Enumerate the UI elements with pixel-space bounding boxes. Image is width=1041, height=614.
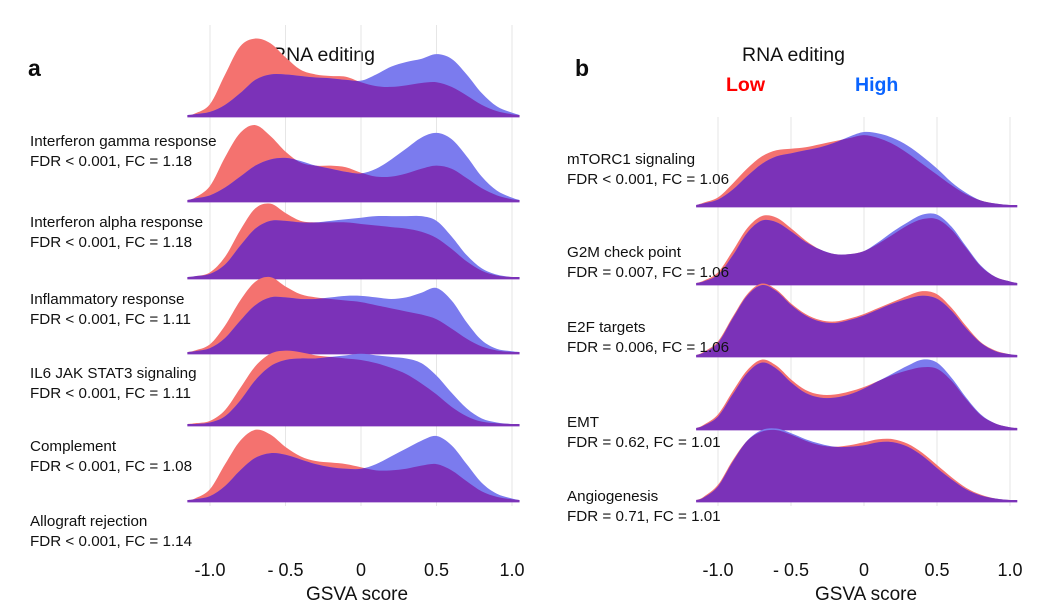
row-label-stats: FDR < 0.001, FC = 1.08 [30,457,193,475]
density-overlap [696,284,1018,355]
x-tick-label-0: -1.0 [702,560,734,580]
density-low [187,125,520,200]
panel-b: b RNA editing Low High mTORC1 signaling F… [545,0,1041,614]
density-high [187,215,520,278]
density-low [696,135,1018,206]
row-label-inflammatory-response: Inflammatory response FDR < 0.001, FC = 1… [30,290,191,329]
row-label-stats: FDR < 0.001, FC = 1.11 [30,384,191,402]
ridge-interferon-alpha-response [187,125,520,203]
row-label-allograft-rejection: Allograft rejection FDR < 0.001, FC = 1.1… [30,512,192,551]
row-label-stats: FDR < 0.001, FC = 1.18 [30,152,193,170]
ridge-emt [696,359,1018,431]
panel-b-legend-high: High [855,74,899,96]
x-tick-label-4: 1.0 [997,560,1023,580]
panel-a-legend-title: RNA editing [272,44,375,66]
density-low [187,276,520,353]
row-label-stats: FDR < 0.001, FC = 1.18 [30,233,193,251]
panel-a-letter: a [28,55,41,81]
row-label-mtorc1-signaling: mTORC1 signaling FDR < 0.001, FC = 1.06 [567,150,729,189]
row-label-name: Complement [30,438,117,455]
x-tick-label-1: - 0.5 [267,560,304,580]
density-high [187,435,520,500]
panel-a: a RNA editing Low High Interferon gamma … [28,25,525,605]
density-overlap [696,135,1018,206]
ridge-mtorc1-signaling [696,131,1018,208]
row-label-name: G2M check point [567,244,681,261]
ridge-allograft-rejection [187,429,520,503]
density-low [696,215,1018,283]
panel-a-legend-low: Low [264,74,303,96]
ridge-inflammatory-response [187,203,520,280]
row-label-stats: FDR < 0.001, FC = 1.06 [567,170,730,188]
density-overlap [187,215,520,278]
row-label-e2f-targets: E2F targets FDR = 0.006, FC = 1.06 [567,318,729,357]
density-low [696,359,1018,428]
density-high [187,132,520,200]
density-high [187,287,520,352]
row-label-interferon-gamma-response: Interferon gamma response FDR < 0.001, FC… [30,132,217,171]
row-label-angiogenesis: Angiogenesis FDR = 0.71, FC = 1.01 [567,487,721,526]
density-overlap [187,287,520,352]
density-low [696,429,1018,501]
row-label-stats: FDR < 0.001, FC = 1.14 [30,532,193,550]
density-high [696,359,1018,428]
density-overlap [696,215,1018,283]
row-label-stats: FDR = 0.006, FC = 1.06 [567,338,730,356]
density-low [187,203,520,278]
density-high [696,284,1018,355]
row-label-name: Interferon alpha response [30,214,204,231]
density-high [696,428,1018,501]
density-overlap [696,359,1018,428]
row-label-emt: EMT FDR = 0.62, FC = 1.01 [567,413,721,452]
row-label-stats: FDR = 0.71, FC = 1.01 [567,507,721,525]
panel-b-axis-title: GSVA score [814,584,918,605]
row-label-interferon-alpha-response: Interferon alpha response FDR < 0.001, FC… [30,213,203,252]
x-tick-label-2: 0 [858,560,870,580]
x-tick-label-3: 0.5 [924,560,950,580]
density-overlap [187,435,520,500]
row-label-name: Angiogenesis [567,488,659,505]
ridge-complement [187,350,520,427]
panel-a-legend-high: High [400,74,444,96]
row-label-il6-jak-stat3-signaling: IL6 JAK STAT3 signaling FDR < 0.001, FC =… [30,364,197,403]
row-label-name: Allograft rejection [30,513,148,530]
row-label-complement: Complement FDR < 0.001, FC = 1.08 [30,437,192,476]
x-tick-label-4: 1.0 [499,560,525,580]
ridge-il6-jak-stat3-signaling [187,276,520,355]
density-high [696,131,1018,206]
density-overlap [696,429,1018,501]
row-label-name: E2F targets [567,319,646,336]
x-tick-label-1: - 0.5 [772,560,810,580]
row-label-g2m-check-point: G2M check point FDR = 0.007, FC = 1.06 [567,243,729,282]
density-high [187,353,520,425]
ridge-angiogenesis [696,428,1018,503]
x-tick-label-2: 0 [355,560,367,580]
row-label-name: IL6 JAK STAT3 signaling [30,365,197,382]
row-label-stats: FDR = 0.62, FC = 1.01 [567,433,721,451]
row-label-stats: FDR < 0.001, FC = 1.11 [30,310,191,328]
ridge-e2f-targets [696,283,1018,358]
density-low [187,350,520,425]
panel-b-letter: b [575,55,590,81]
row-label-name: Interferon gamma response [30,133,217,150]
panel-b-legend-low: Low [726,74,765,96]
density-low [187,429,520,500]
density-low [696,283,1018,355]
row-label-name: Inflammatory response [30,291,185,308]
density-overlap [187,132,520,200]
density-overlap [187,353,520,425]
x-tick-label-0: -1.0 [194,560,226,580]
density-high [696,213,1018,283]
panel-a-axis-title: GSVA score [305,584,409,605]
row-label-stats: FDR = 0.007, FC = 1.06 [567,263,730,281]
x-tick-label-3: 0.5 [423,560,450,580]
row-label-name: mTORC1 signaling [567,151,696,168]
ridge-g2m-check-point [696,213,1018,286]
row-label-name: EMT [567,414,600,431]
panel-b-legend-title: RNA editing [742,44,845,66]
